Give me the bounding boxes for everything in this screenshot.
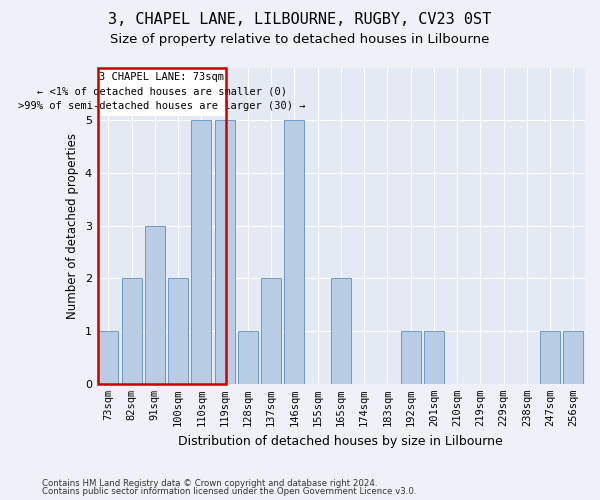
Bar bbox=[331, 278, 351, 384]
Bar bbox=[215, 120, 235, 384]
Text: Contains HM Land Registry data © Crown copyright and database right 2024.: Contains HM Land Registry data © Crown c… bbox=[42, 478, 377, 488]
Bar bbox=[145, 226, 165, 384]
Text: Size of property relative to detached houses in Lilbourne: Size of property relative to detached ho… bbox=[110, 32, 490, 46]
X-axis label: Distribution of detached houses by size in Lilbourne: Distribution of detached houses by size … bbox=[179, 434, 503, 448]
Bar bbox=[238, 331, 258, 384]
Text: 3 CHAPEL LANE: 73sqm
← <1% of detached houses are smaller (0)
>99% of semi-detac: 3 CHAPEL LANE: 73sqm ← <1% of detached h… bbox=[18, 72, 305, 111]
Text: 3, CHAPEL LANE, LILBOURNE, RUGBY, CV23 0ST: 3, CHAPEL LANE, LILBOURNE, RUGBY, CV23 0… bbox=[109, 12, 491, 28]
Y-axis label: Number of detached properties: Number of detached properties bbox=[66, 132, 79, 318]
Bar bbox=[98, 68, 226, 384]
Bar bbox=[563, 331, 583, 384]
Bar bbox=[284, 120, 304, 384]
Bar bbox=[122, 278, 142, 384]
Bar bbox=[261, 278, 281, 384]
Bar bbox=[540, 331, 560, 384]
Bar bbox=[424, 331, 444, 384]
Bar bbox=[98, 68, 226, 116]
Bar bbox=[168, 278, 188, 384]
Bar bbox=[191, 120, 211, 384]
Text: Contains public sector information licensed under the Open Government Licence v3: Contains public sector information licen… bbox=[42, 487, 416, 496]
Bar bbox=[401, 331, 421, 384]
Bar bbox=[98, 331, 118, 384]
